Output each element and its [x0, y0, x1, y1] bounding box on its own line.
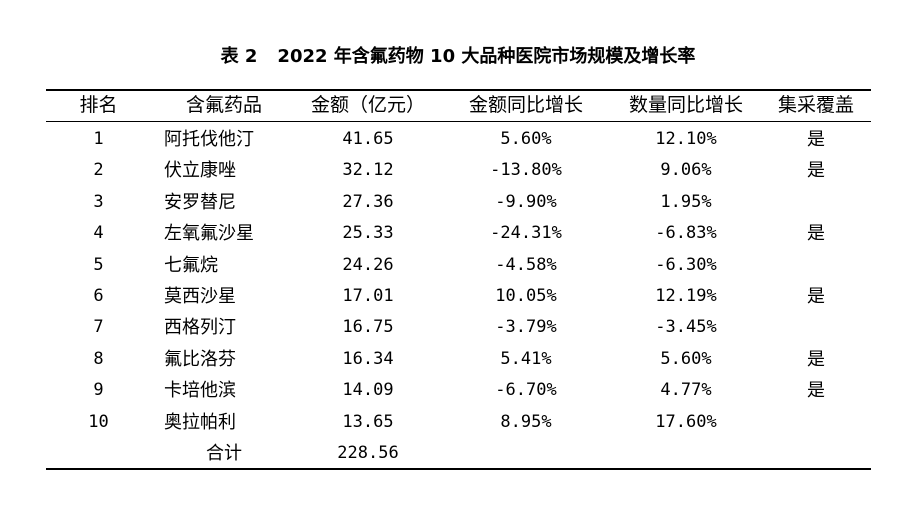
table-row: 1 阿托伐他汀 41.65 5.60% 12.10% 是 — [46, 124, 871, 155]
cell-amount: 24.26 — [342, 254, 394, 275]
cell-amount-yoy: 10.05% — [495, 286, 557, 306]
cell-quantity-yoy: -6.83% — [655, 223, 717, 244]
table-row: 2 伏立康唑 32.12 -13.80% 9.06% 是 — [46, 155, 871, 186]
table-row: 8 氟比洛芬 16.34 5.41% 5.60% 是 — [46, 344, 871, 375]
cell-amount-yoy: -3.79% — [495, 317, 557, 338]
cell-drug: 伏立康唑 — [164, 160, 236, 182]
cell-amount-yoy: -24.31% — [490, 223, 562, 244]
cell-vbp: 是 — [807, 348, 825, 370]
cell-vbp — [761, 312, 871, 343]
cell-rank: 6 — [93, 286, 104, 306]
table-title: 2022 年含氟药物 10 大品种医院市场规模及增长率 — [277, 46, 696, 67]
table-row: 7 西格列汀 16.75 -3.79% -3.45% — [46, 312, 871, 343]
cell-amount: 13.65 — [342, 411, 394, 432]
total-row: 合计 228.56 — [46, 438, 871, 469]
cell-rank: 10 — [88, 411, 109, 432]
cell-rank: 2 — [93, 160, 104, 181]
cell-amount: 41.65 — [342, 129, 394, 149]
header-quantity-yoy: 数量同比增长 — [628, 94, 743, 116]
cell-vbp — [761, 187, 871, 218]
cell-quantity-yoy: 5.60% — [660, 348, 712, 369]
cell-quantity-yoy: 4.77% — [660, 380, 712, 401]
cell-rank: 9 — [93, 380, 104, 401]
cell-drug: 阿托伐他汀 — [164, 129, 254, 150]
cell-vbp: 是 — [807, 223, 825, 245]
header-rank: 排名 — [79, 94, 118, 116]
cell-drug: 莫西沙星 — [164, 286, 236, 307]
table-row: 9 卡培他滨 14.09 -6.70% 4.77% 是 — [46, 375, 871, 406]
cell-vbp: 是 — [807, 160, 825, 182]
cell-drug: 氟比洛芬 — [164, 348, 236, 370]
cell-drug: 安罗替尼 — [164, 191, 236, 213]
cell-rank: 1 — [93, 129, 104, 149]
cell-vbp: 是 — [807, 380, 825, 402]
cell-quantity-yoy: -6.30% — [655, 254, 717, 275]
cell-amount: 14.09 — [342, 380, 394, 401]
cell-drug: 西格列汀 — [164, 317, 236, 339]
total-label: 合计 — [206, 443, 242, 464]
cell-amount-yoy: -13.80% — [490, 160, 562, 181]
cell-amount: 16.75 — [342, 317, 394, 338]
cell-drug: 七氟烷 — [164, 254, 218, 276]
cell-quantity-yoy: 12.10% — [655, 129, 717, 149]
bottom-rule — [46, 468, 871, 470]
cell-drug: 奥拉帕利 — [164, 411, 236, 433]
cell-quantity-yoy: 1.95% — [660, 191, 712, 212]
header-amount-yoy: 金额同比增长 — [468, 94, 583, 116]
cell-amount: 16.34 — [342, 348, 394, 369]
cell-amount: 27.36 — [342, 191, 394, 212]
table-row: 3 安罗替尼 27.36 -9.90% 1.95% — [46, 187, 871, 218]
cell-rank: 7 — [93, 317, 104, 338]
cell-drug: 左氧氟沙星 — [164, 223, 254, 245]
total-amount: 228.56 — [337, 443, 399, 463]
cell-quantity-yoy: 17.60% — [655, 411, 717, 432]
table-number: 表 2 — [220, 46, 258, 67]
cell-amount: 25.33 — [342, 223, 394, 244]
cell-amount-yoy: 5.41% — [500, 348, 552, 369]
cell-rank: 8 — [93, 348, 104, 369]
cell-amount: 17.01 — [342, 286, 394, 306]
table-caption: 表 2 2022 年含氟药物 10 大品种医院市场规模及增长率 — [0, 45, 916, 69]
cell-quantity-yoy: 12.19% — [655, 286, 717, 306]
header-vbp: 集采覆盖 — [777, 94, 854, 116]
cell-rank: 3 — [93, 191, 104, 212]
cell-rank: 5 — [93, 254, 104, 275]
table-row: 4 左氧氟沙星 25.33 -24.31% -6.83% 是 — [46, 218, 871, 249]
table-row: 10 奥拉帕利 13.65 8.95% 17.60% — [46, 407, 871, 438]
header-amount: 金额（亿元） — [310, 94, 425, 116]
cell-rank: 4 — [93, 223, 104, 244]
cell-amount: 32.12 — [342, 160, 394, 181]
table-row: 6 莫西沙星 17.01 10.05% 12.19% 是 — [46, 281, 871, 312]
cell-amount-yoy: 8.95% — [500, 411, 552, 432]
cell-amount-yoy: -6.70% — [495, 380, 557, 401]
cell-amount-yoy: 5.60% — [500, 129, 552, 149]
cell-quantity-yoy: 9.06% — [660, 160, 712, 181]
header-drug: 含氟药品 — [186, 94, 263, 116]
cell-vbp — [761, 407, 871, 438]
table-row: 5 七氟烷 24.26 -4.58% -6.30% — [46, 250, 871, 281]
cell-amount-yoy: -4.58% — [495, 254, 557, 275]
cell-quantity-yoy: -3.45% — [655, 317, 717, 338]
header-rule — [46, 121, 871, 122]
cell-drug: 卡培他滨 — [164, 380, 236, 402]
cell-vbp — [761, 250, 871, 281]
table-header-row: 排名 含氟药品 金额（亿元） 金额同比增长 数量同比增长 集采覆盖 — [46, 90, 871, 121]
cell-vbp: 是 — [807, 286, 825, 307]
top-rule — [46, 89, 871, 91]
cell-amount-yoy: -9.90% — [495, 191, 557, 212]
cell-vbp: 是 — [807, 129, 825, 150]
